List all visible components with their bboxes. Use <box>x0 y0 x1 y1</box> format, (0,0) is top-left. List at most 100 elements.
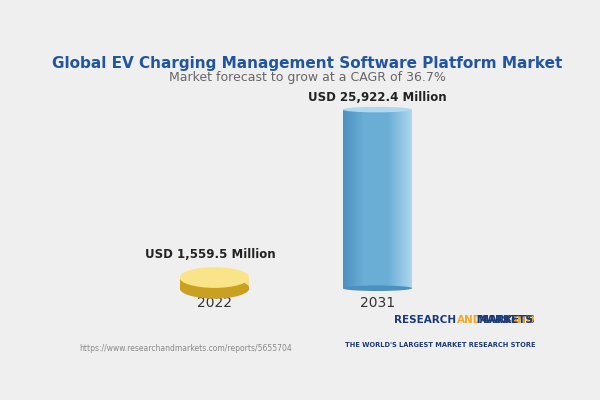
Bar <box>233 278 235 288</box>
Bar <box>210 278 211 288</box>
Text: AND: AND <box>510 315 535 325</box>
Bar <box>187 278 188 288</box>
Bar <box>181 278 182 288</box>
Bar <box>194 278 196 288</box>
Bar <box>391 110 392 288</box>
Text: Market forecast to grow at a CAGR of 36.7%: Market forecast to grow at a CAGR of 36.… <box>169 71 446 84</box>
Bar <box>192 278 193 288</box>
Bar <box>227 278 228 288</box>
Bar <box>357 110 358 288</box>
Text: MARKETS: MARKETS <box>473 315 533 325</box>
Bar <box>242 278 244 288</box>
Bar <box>403 110 404 288</box>
Bar <box>217 278 218 288</box>
Bar <box>405 110 406 288</box>
Bar <box>401 110 402 288</box>
Bar <box>343 110 344 288</box>
Bar <box>355 110 356 288</box>
Bar <box>364 110 365 288</box>
Bar <box>248 278 249 288</box>
Text: USD 1,559.5 Million: USD 1,559.5 Million <box>145 248 275 260</box>
Bar <box>202 278 203 288</box>
Bar <box>362 110 364 288</box>
Bar <box>355 110 356 288</box>
Bar <box>412 107 416 291</box>
Bar <box>188 278 190 288</box>
Bar <box>185 278 186 288</box>
Bar <box>237 278 238 288</box>
Bar <box>244 278 245 288</box>
Bar <box>358 110 359 288</box>
Bar <box>208 278 209 288</box>
Bar <box>385 110 386 288</box>
Bar <box>372 110 373 288</box>
Bar <box>183 278 184 288</box>
Bar <box>393 110 394 288</box>
Bar <box>206 278 208 288</box>
Bar <box>374 110 376 288</box>
Bar <box>218 278 219 288</box>
Bar <box>197 278 198 288</box>
Bar <box>220 278 221 288</box>
Bar <box>398 110 399 288</box>
Bar <box>407 110 408 288</box>
Bar <box>349 110 350 288</box>
Text: Global EV Charging Management Software Platform Market: Global EV Charging Management Software P… <box>52 56 563 71</box>
Bar <box>370 110 371 288</box>
Bar <box>376 110 377 288</box>
Bar <box>383 110 385 288</box>
Bar <box>198 278 199 288</box>
Bar <box>184 278 185 288</box>
Bar <box>349 110 350 288</box>
Bar <box>211 278 212 288</box>
Bar <box>202 278 203 288</box>
Text: 2031: 2031 <box>359 296 395 310</box>
Bar <box>399 110 400 288</box>
Bar <box>346 110 347 288</box>
Ellipse shape <box>179 267 250 288</box>
Bar <box>344 110 345 288</box>
Bar <box>189 278 190 288</box>
Bar <box>247 278 248 288</box>
Bar <box>214 278 215 288</box>
Bar <box>410 110 412 288</box>
Bar <box>181 278 182 288</box>
Bar <box>187 278 188 288</box>
Bar <box>347 110 348 288</box>
Bar <box>224 278 225 288</box>
Bar <box>392 110 393 288</box>
Bar <box>408 110 409 288</box>
Text: AND: AND <box>457 315 482 325</box>
Bar <box>360 110 361 288</box>
Ellipse shape <box>343 107 412 112</box>
Bar <box>205 278 206 288</box>
Bar <box>221 278 223 288</box>
Bar <box>352 110 353 288</box>
Bar <box>389 110 391 288</box>
Bar <box>368 110 369 288</box>
Bar <box>376 110 377 288</box>
Bar <box>367 110 368 288</box>
Bar <box>216 278 217 288</box>
Bar <box>409 110 410 288</box>
Bar <box>379 110 380 288</box>
Bar <box>404 110 406 288</box>
Bar <box>215 278 217 288</box>
Bar <box>350 110 352 288</box>
Bar <box>238 278 239 288</box>
Bar <box>221 278 222 288</box>
Bar <box>203 278 204 288</box>
Bar <box>179 278 181 288</box>
Bar <box>191 278 192 288</box>
Bar <box>400 110 401 288</box>
Bar <box>403 110 404 288</box>
Bar <box>377 110 379 288</box>
Bar <box>227 278 229 288</box>
Bar <box>235 278 236 288</box>
Bar <box>190 278 191 288</box>
Ellipse shape <box>179 278 250 299</box>
Bar <box>233 278 234 288</box>
Bar <box>200 278 201 288</box>
Bar <box>382 110 383 288</box>
Bar <box>373 110 374 288</box>
